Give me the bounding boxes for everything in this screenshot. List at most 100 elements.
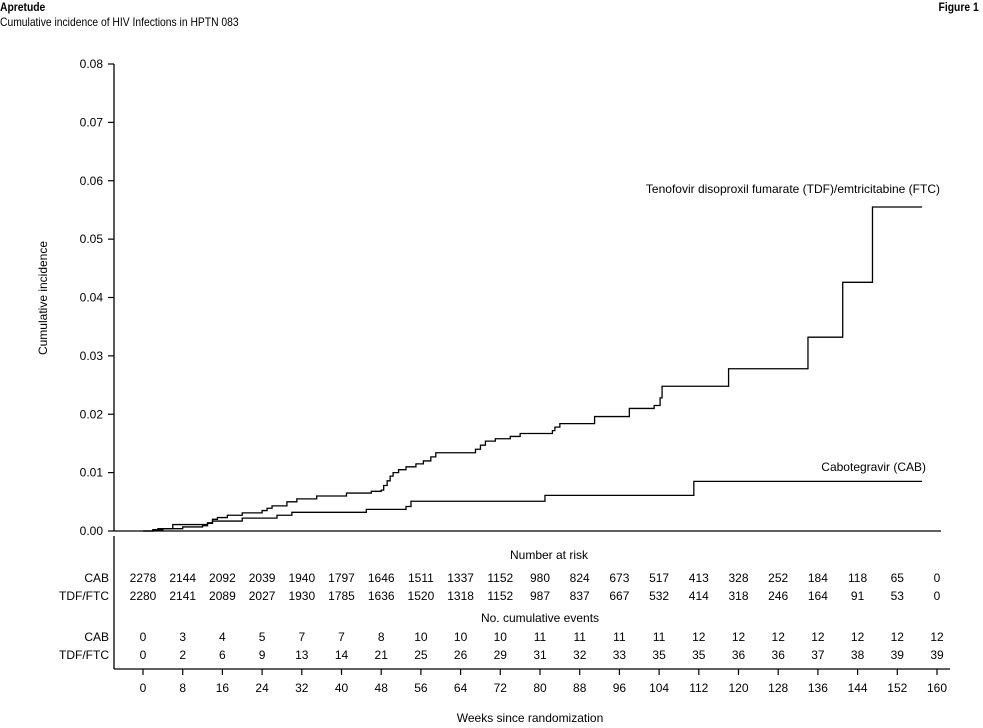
events-value: 6 (219, 648, 226, 662)
events-table-title: No. cumulative events (481, 611, 599, 625)
events-value: 4 (219, 630, 226, 644)
y-tick-label: 0.02 (80, 407, 104, 421)
risk-value: 65 (891, 571, 905, 585)
events-value: 5 (259, 630, 266, 644)
events-value: 32 (573, 648, 587, 662)
risk-value: 532 (649, 589, 669, 603)
events-value: 39 (891, 648, 905, 662)
events-value: 12 (891, 630, 905, 644)
risk-value: 673 (609, 571, 629, 585)
risk-value: 1511 (408, 571, 434, 585)
risk-value: 2278 (130, 571, 157, 585)
y-tick-label: 0.07 (80, 115, 104, 129)
risk-value: 0 (934, 571, 941, 585)
y-tick-label: 0.04 (80, 291, 104, 305)
risk-value: 246 (768, 589, 788, 603)
x-tick-label: 72 (494, 681, 508, 695)
events-value: 12 (732, 630, 746, 644)
risk-value: 2039 (249, 571, 276, 585)
y-tick-label: 0.08 (80, 57, 104, 71)
events-value: 12 (851, 630, 865, 644)
events-value: 36 (772, 648, 786, 662)
events-value: 2 (179, 648, 186, 662)
events-value: 0 (140, 648, 147, 662)
x-tick-label: 16 (216, 681, 230, 695)
cab-annotation: Cabotegravir (CAB) (821, 460, 926, 474)
risk-value: 1646 (368, 571, 395, 585)
x-tick-label: 24 (255, 681, 269, 695)
risk-value: 1797 (328, 571, 355, 585)
events-value: 9 (259, 648, 266, 662)
risk-value: 252 (768, 571, 788, 585)
x-tick-label: 136 (808, 681, 828, 695)
x-tick-label: 144 (848, 681, 868, 695)
y-tick-label: 0.05 (80, 232, 104, 246)
chart-subtitle: Cumulative incidence of HIV Infections i… (0, 15, 239, 29)
events-value: 35 (692, 648, 706, 662)
risk-value: 2089 (209, 589, 236, 603)
events-value: 10 (414, 630, 428, 644)
y-tick-label: 0.00 (80, 524, 104, 538)
events-value: 25 (414, 648, 428, 662)
risk-value: 987 (530, 589, 550, 603)
risk-value: 1930 (288, 589, 315, 603)
risk-value: 118 (848, 571, 867, 585)
y-axis-label: Cumulative incidence (36, 241, 50, 355)
events-value: 11 (653, 630, 666, 644)
chart-axes: 0.00 0.01 0.02 0.03 0.04 0.05 0.06 0.07 0.08 Cumu… (36, 57, 950, 725)
events-value: 36 (732, 648, 746, 662)
risk-value: 824 (570, 571, 590, 585)
risk-value: 1940 (288, 571, 315, 585)
x-tick-label: 128 (768, 681, 788, 695)
events-value: 33 (613, 648, 627, 662)
risk-value: 318 (728, 589, 748, 603)
risk-value: 837 (570, 589, 590, 603)
x-tick-label: 40 (335, 681, 349, 695)
events-value: 0 (140, 630, 147, 644)
y-tick-label: 0.03 (80, 349, 104, 363)
brand-name: Apretude (0, 0, 46, 14)
events-value: 3 (179, 630, 186, 644)
x-tick-label: 32 (295, 681, 309, 695)
risk-value: 2027 (249, 589, 276, 603)
events-value: 11 (534, 630, 547, 644)
risk-value: 1152 (487, 571, 513, 585)
events-value: 39 (930, 648, 944, 662)
y-tick-label: 0.06 (80, 174, 104, 188)
risk-row-label: CAB (84, 571, 109, 585)
x-tick-label: 96 (613, 681, 627, 695)
risk-value: 517 (649, 571, 669, 585)
events-value: 31 (533, 648, 547, 662)
x-tick-label: 160 (927, 681, 947, 695)
events-value: 13 (295, 648, 309, 662)
risk-value: 1785 (328, 589, 355, 603)
risk-value: 91 (851, 589, 865, 603)
risk-row-label: TDF/FTC (59, 589, 109, 603)
x-axis-label: Weeks since randomization (457, 711, 604, 725)
figure-label: Figure 1 (938, 0, 979, 14)
events-value: 7 (298, 630, 305, 644)
events-value: 38 (851, 648, 865, 662)
events-value: 37 (811, 648, 825, 662)
risk-value: 1636 (368, 589, 395, 603)
events-value: 8 (378, 630, 385, 644)
x-tick-label: 112 (689, 681, 708, 695)
events-value: 26 (454, 648, 468, 662)
tdf-ftc-annotation: Tenofovir disoproxil fumarate (TDF)/emtr… (646, 182, 940, 196)
x-tick-label: 104 (649, 681, 669, 695)
risk-value: 2141 (169, 589, 196, 603)
events-value: 35 (652, 648, 666, 662)
x-tick-label: 8 (179, 681, 186, 695)
x-tick-label: 88 (573, 681, 587, 695)
events-value: 11 (573, 630, 586, 644)
risk-value: 164 (808, 589, 828, 603)
risk-value: 413 (689, 571, 709, 585)
y-tick-label: 0.01 (80, 466, 104, 480)
events-value: 14 (335, 648, 349, 662)
events-row-label: TDF/FTC (59, 648, 109, 662)
risk-value: 1337 (447, 571, 474, 585)
x-tick-label: 80 (533, 681, 547, 695)
x-tick-label: 48 (375, 681, 389, 695)
risk-value: 980 (530, 571, 550, 585)
